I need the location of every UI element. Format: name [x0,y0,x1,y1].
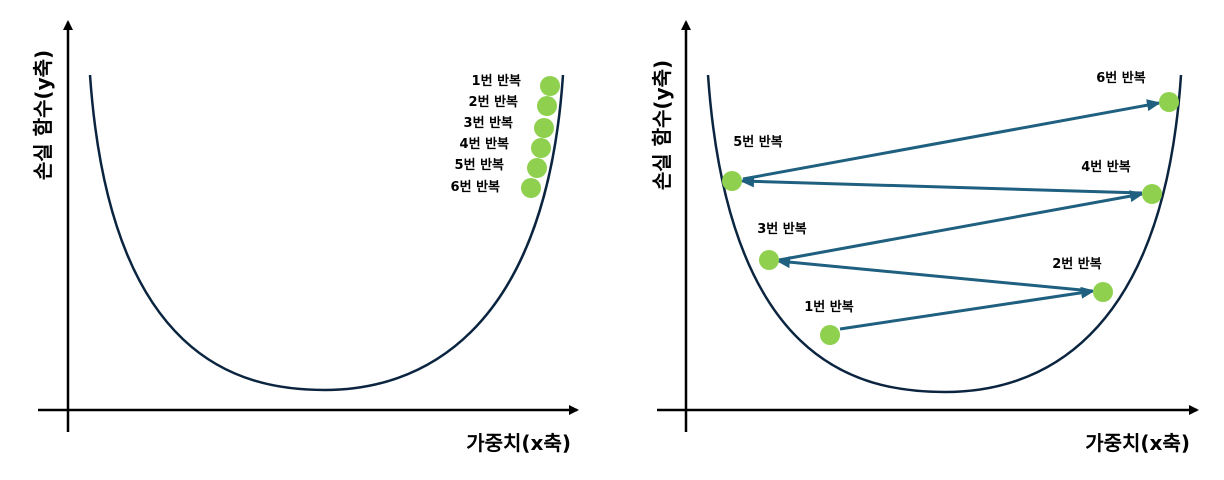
right-iteration-4-point [1142,184,1162,204]
right-loss-curve [706,74,1183,394]
left-iteration-4-label: 4번 반복 [460,136,509,152]
right-iteration-2-label: 2번 반복 [1052,256,1101,272]
left-loss-curve [88,74,565,392]
left-iteration-1-point [540,76,560,96]
right-iteration-1-label: 1번 반복 [804,299,853,315]
left-iteration-6-point [521,178,541,198]
left-iteration-2-label: 2번 반복 [469,94,518,110]
left-iteration-1-label: 1번 반복 [472,73,521,89]
left-iteration-2-point [537,96,557,116]
step-arrow-1-to-2 [839,286,1095,331]
right-panel: 손실 함수(y축) 가중치(x축) 1번 반복 2번 반복 3번 반복 4번 반… [650,20,1199,455]
step-arrow-2-to-3 [776,256,1093,293]
right-iteration-4-label: 4번 반복 [1081,159,1130,175]
right-iterations: 1번 반복 2번 반복 3번 반복 4번 반복 5번 반복 6번 반복 [722,70,1179,345]
left-iteration-5-point [527,158,547,178]
left-iterations: 1번 반복 2번 반복 3번 반복 4번 반복 5번 반복 6번 반복 [451,73,560,198]
left-iteration-3-point [534,118,554,138]
right-iteration-3-label: 3번 반복 [757,221,806,237]
right-x-axis-label: 가중치(x축) [1085,431,1190,455]
right-iteration-6-point [1159,92,1179,112]
left-y-axis-label: 손실 함수(y축) [31,50,55,180]
right-iteration-1-point [820,325,840,345]
right-iteration-5-point [722,171,742,191]
right-iteration-5-label: 5번 반복 [733,134,782,150]
left-iteration-6-label: 6번 반복 [451,179,500,195]
left-iteration-5-label: 5번 반복 [455,157,504,173]
right-y-axis-label: 손실 함수(y축) [650,60,674,190]
left-iteration-4-point [531,138,551,158]
left-iteration-3-label: 3번 반복 [464,115,513,131]
left-x-axis-label: 가중치(x축) [466,431,571,455]
step-arrow-4-to-5 [740,175,1143,195]
step-arrow-5-to-6 [742,99,1161,181]
left-panel: 손실 함수(y축) 가중치(x축) 1번 반복 2번 반복 3번 반복 4번 반… [31,20,579,455]
right-iteration-6-label: 6번 반복 [1096,70,1145,86]
step-arrow-3-to-4 [778,190,1144,262]
right-step-arrows [740,99,1161,331]
right-iteration-2-point [1093,282,1113,302]
right-iteration-3-point [759,250,779,270]
